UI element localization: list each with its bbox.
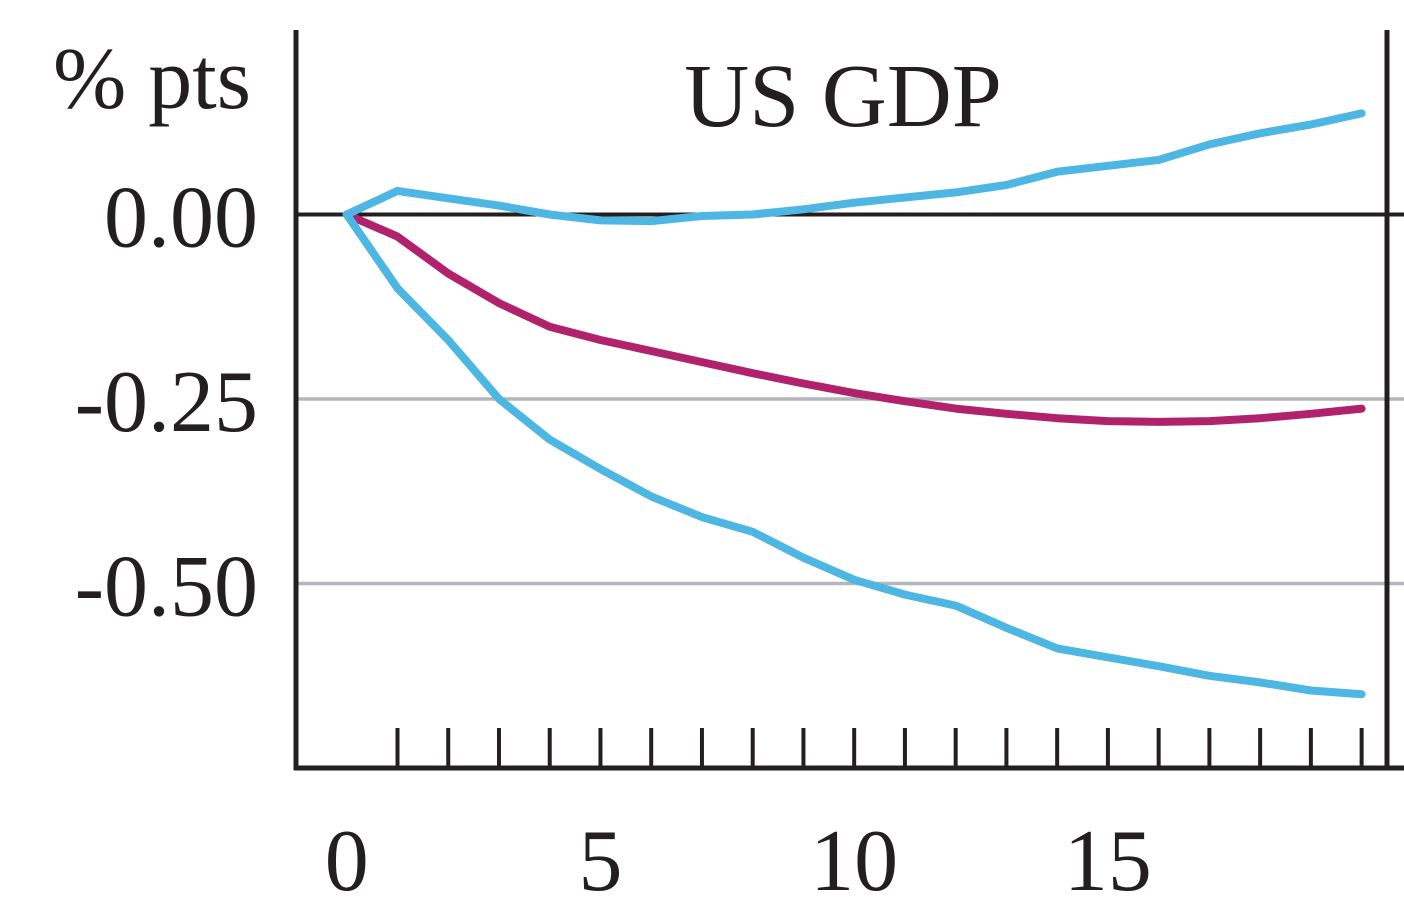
y-tick-label: -0.50 [75, 539, 258, 636]
x-tick-label: 5 [578, 813, 622, 900]
x-tick-labels: 0 5 10 15 [325, 813, 1152, 900]
y-tick-label: 0.00 [104, 170, 258, 267]
series-line-3 [342, 210, 1366, 699]
x-tick-label: 10 [810, 813, 898, 900]
series-lines [342, 109, 1366, 699]
x-tick-label: 15 [1064, 813, 1152, 900]
chart-title: US GDP [684, 47, 1002, 146]
y-axis-label: % pts [53, 31, 251, 128]
y-tick-labels: 0.00 -0.25 -0.50 [75, 170, 258, 636]
x-tick-label: 0 [325, 813, 369, 900]
series-line-2 [342, 109, 1366, 226]
plot-frame [293, 30, 1404, 771]
y-tick-label: -0.25 [75, 354, 258, 451]
x-axis-ticks [395, 728, 1364, 768]
gridlines [296, 212, 1404, 586]
series-line-1 [342, 210, 1366, 426]
